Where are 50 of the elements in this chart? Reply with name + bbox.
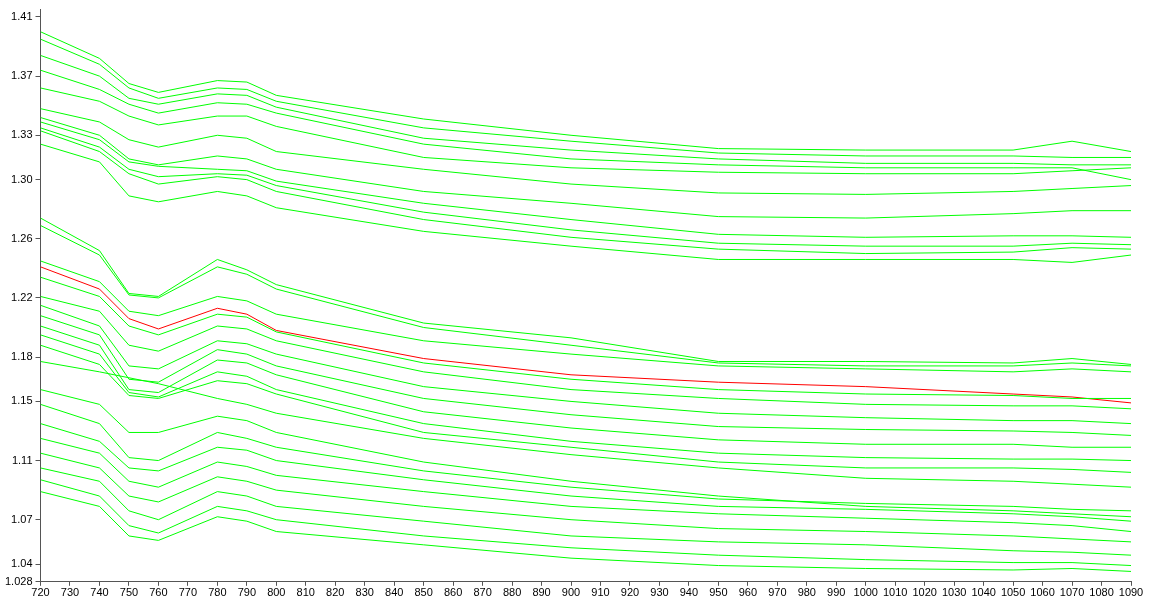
x-tick-label: 1010 bbox=[882, 586, 908, 599]
y-tick-label: 1.15 bbox=[11, 394, 33, 407]
x-tick-label: 850 bbox=[414, 586, 433, 599]
x-tick-label: 1090 bbox=[1118, 586, 1144, 599]
y-tick-label: 1.41 bbox=[11, 10, 33, 23]
x-tick-label: 760 bbox=[149, 586, 168, 599]
x-tick-label: 720 bbox=[31, 586, 50, 599]
x-tick-label: 840 bbox=[385, 586, 404, 599]
x-tick-label: 930 bbox=[650, 586, 669, 599]
x-tick-label: 960 bbox=[738, 586, 758, 599]
x-tick-label: 980 bbox=[797, 586, 816, 599]
x-tick-label: 770 bbox=[178, 586, 198, 599]
y-tick-label: 1.028 bbox=[5, 574, 33, 587]
x-tick-label: 1050 bbox=[1000, 586, 1026, 599]
x-tick-label: 1000 bbox=[853, 586, 878, 599]
x-tick-label: 820 bbox=[326, 586, 345, 599]
x-tick-label: 1070 bbox=[1059, 586, 1085, 599]
y-tick-label: 1.22 bbox=[11, 290, 33, 303]
y-tick-label: 1.26 bbox=[11, 231, 33, 244]
y-tick-label: 1.11 bbox=[11, 453, 33, 466]
x-tick-label: 790 bbox=[237, 586, 257, 599]
x-tick-label: 940 bbox=[679, 586, 699, 599]
x-tick-label: 900 bbox=[561, 586, 581, 599]
y-tick-label: 1.04 bbox=[11, 557, 33, 570]
x-tick-label: 810 bbox=[296, 586, 315, 599]
y-tick-label: 1.37 bbox=[11, 69, 33, 82]
x-tick-label: 870 bbox=[473, 586, 492, 599]
x-tick-label: 990 bbox=[827, 586, 846, 599]
x-tick-label: 1020 bbox=[912, 586, 937, 599]
x-tick-label: 750 bbox=[119, 586, 139, 599]
x-tick-label: 1060 bbox=[1030, 586, 1055, 599]
x-tick-label: 860 bbox=[443, 586, 463, 599]
y-tick-label: 1.07 bbox=[11, 512, 33, 525]
x-tick-label: 1030 bbox=[941, 586, 967, 599]
y-tick-label: 1.18 bbox=[11, 350, 33, 363]
x-tick-label: 1080 bbox=[1089, 586, 1114, 599]
x-tick-label: 880 bbox=[502, 586, 522, 599]
x-tick-label: 730 bbox=[60, 586, 80, 599]
x-tick-label: 830 bbox=[355, 586, 374, 599]
y-tick-label: 1.30 bbox=[11, 172, 33, 185]
x-tick-label: 920 bbox=[620, 586, 640, 599]
x-tick-label: 1040 bbox=[971, 586, 996, 599]
x-tick-label: 970 bbox=[768, 586, 787, 599]
x-tick-label: 780 bbox=[208, 586, 227, 599]
x-tick-label: 910 bbox=[591, 586, 610, 599]
y-tick-label: 1.33 bbox=[11, 128, 33, 141]
x-tick-label: 890 bbox=[532, 586, 551, 599]
x-tick-label: 950 bbox=[709, 586, 728, 599]
x-tick-label: 740 bbox=[90, 586, 109, 599]
x-tick-label: 800 bbox=[267, 586, 286, 599]
